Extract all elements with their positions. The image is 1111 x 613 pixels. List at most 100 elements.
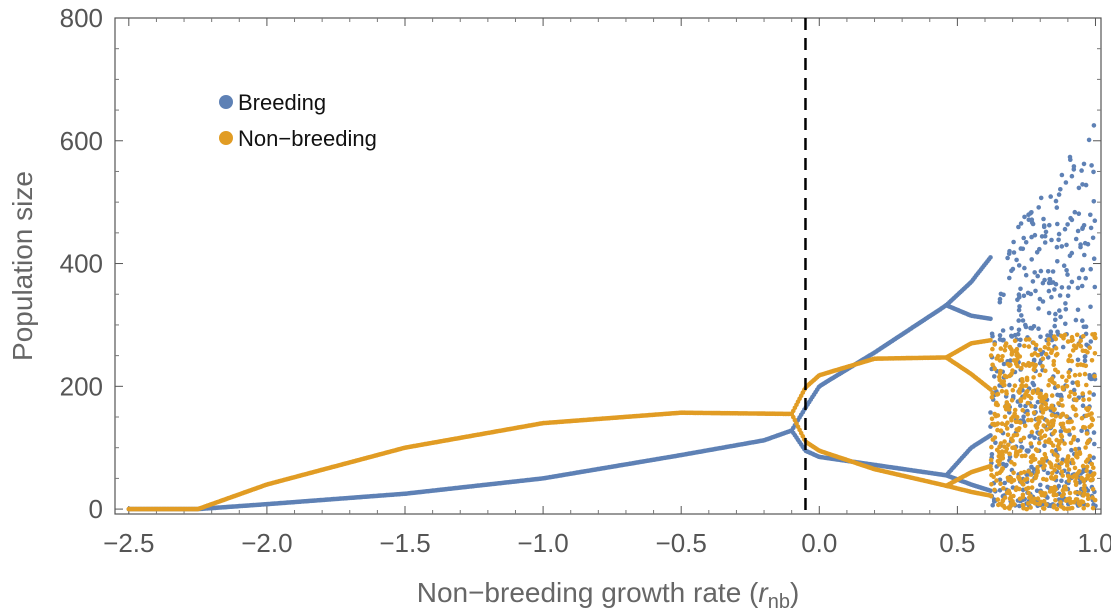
data-point <box>1056 231 1062 237</box>
data-point <box>1030 389 1036 394</box>
data-point <box>1062 226 1068 232</box>
data-point <box>989 467 994 472</box>
data-point <box>1067 353 1073 359</box>
data-point <box>1091 455 1096 461</box>
data-point <box>1043 368 1048 374</box>
plot-frame <box>114 17 1102 515</box>
data-point <box>990 502 995 508</box>
data-point <box>1079 415 1085 421</box>
data-point <box>1091 465 1096 471</box>
data-point <box>1043 229 1049 235</box>
data-point <box>1009 479 1014 485</box>
data-point <box>1017 390 1022 395</box>
data-point <box>1032 496 1037 502</box>
data-point <box>1053 198 1059 204</box>
data-point <box>1063 487 1069 492</box>
data-point <box>1009 418 1014 423</box>
data-point <box>998 441 1004 446</box>
data-point <box>1037 372 1043 378</box>
data-point <box>1055 443 1061 449</box>
data-point <box>1081 397 1086 403</box>
data-point <box>1029 352 1035 358</box>
data-point <box>1053 336 1059 342</box>
data-point <box>1029 478 1035 484</box>
data-point <box>1022 343 1027 349</box>
data-point <box>1002 382 1007 388</box>
data-point <box>1039 415 1045 420</box>
data-point <box>1040 356 1046 362</box>
data-point <box>1001 361 1007 367</box>
data-point <box>1089 411 1094 416</box>
data-point <box>1052 381 1057 386</box>
data-point <box>1069 173 1075 179</box>
data-point <box>1050 269 1056 274</box>
data-point <box>1035 496 1041 501</box>
x-tick-label: −2.0 <box>241 528 292 558</box>
data-point <box>1044 477 1049 483</box>
data-point <box>1065 293 1071 299</box>
data-point <box>990 390 995 396</box>
data-point <box>1030 453 1036 458</box>
data-point <box>1018 403 1023 408</box>
data-point <box>1086 473 1092 479</box>
data-point <box>1060 374 1065 380</box>
data-point <box>1041 216 1046 222</box>
data-point <box>1012 407 1018 413</box>
data-point <box>1065 473 1071 479</box>
data-point <box>1077 480 1083 485</box>
data-point <box>1016 263 1022 268</box>
data-point <box>1043 351 1049 357</box>
data-point <box>1066 285 1072 290</box>
data-point <box>1051 358 1057 364</box>
y-tick-label: 200 <box>60 371 103 401</box>
data-point <box>1083 182 1089 188</box>
data-point <box>1038 391 1043 397</box>
data-point <box>1076 185 1082 191</box>
data-point <box>1056 192 1062 197</box>
data-point <box>1070 474 1076 480</box>
data-point <box>1083 363 1089 369</box>
data-point <box>1035 469 1040 475</box>
data-point <box>1082 483 1087 488</box>
data-point <box>1075 357 1081 363</box>
data-point <box>1054 492 1059 498</box>
data-point <box>1030 361 1036 367</box>
data-point <box>1086 137 1092 143</box>
data-point <box>1016 427 1021 433</box>
data-point <box>1018 470 1024 476</box>
data-point <box>1064 384 1070 389</box>
data-point <box>1084 382 1089 388</box>
data-point <box>1053 498 1058 503</box>
data-point <box>1068 440 1074 446</box>
data-point <box>1018 246 1024 251</box>
data-point <box>988 255 993 260</box>
x-tick-label: −1.5 <box>379 528 430 558</box>
data-point <box>1078 343 1084 349</box>
data-point <box>1058 432 1064 438</box>
data-point <box>1074 332 1080 338</box>
data-point <box>1084 431 1090 436</box>
series-non-breeding <box>126 331 1098 512</box>
data-point <box>1036 440 1042 446</box>
data-point <box>1089 358 1095 363</box>
data-point <box>1026 217 1032 222</box>
data-point <box>1046 346 1051 351</box>
data-point <box>998 346 1004 351</box>
data-point <box>988 457 994 463</box>
data-point <box>988 493 994 499</box>
data-point <box>1032 232 1038 238</box>
data-point <box>1000 328 1006 333</box>
data-point <box>992 374 997 379</box>
data-point <box>1022 477 1028 483</box>
data-point <box>996 462 1002 467</box>
data-point <box>1081 161 1087 167</box>
data-point <box>1026 344 1032 349</box>
data-point <box>1024 377 1030 383</box>
data-point <box>1077 490 1082 496</box>
data-point <box>1032 404 1038 409</box>
data-point <box>1054 244 1060 250</box>
data-point <box>988 353 994 358</box>
data-point <box>1018 337 1023 343</box>
data-point <box>1091 502 1096 508</box>
data-point <box>1042 240 1048 245</box>
